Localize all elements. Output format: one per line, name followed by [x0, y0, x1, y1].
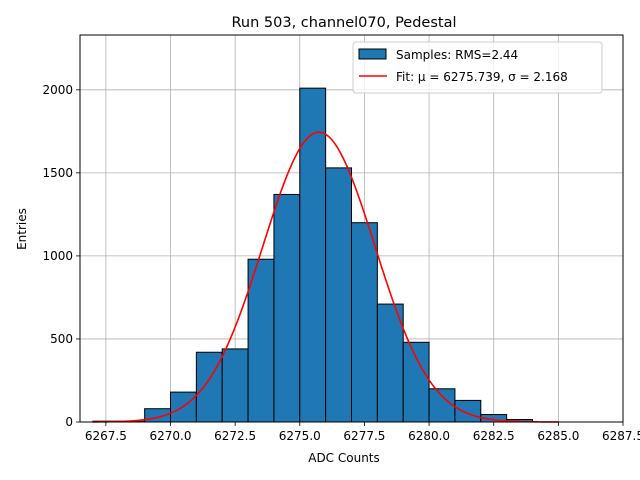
y-axis-label: Entries — [15, 208, 29, 250]
x-tick-label: 6282.5 — [473, 429, 515, 443]
histogram-bar — [273, 193, 301, 423]
y-tick-label: 0 — [65, 415, 73, 429]
histogram-bars — [92, 87, 533, 423]
legend: Samples: RMS=2.44 Fit: μ = 6275.739, σ =… — [352, 41, 603, 94]
histogram-bar — [221, 348, 249, 423]
y-ticks: 0 500 1000 1500 2000 — [42, 83, 80, 429]
chart-title: Run 503, channel070, Pedestal — [231, 15, 456, 31]
legend-swatch-samples — [358, 48, 387, 60]
histogram-bar — [376, 303, 404, 423]
x-ticks: 6267.5 6270.0 6272.5 6275.0 6277.5 6280.0 6282… — [85, 422, 640, 443]
legend-label-samples: Samples: RMS=2.44 — [396, 48, 518, 62]
gaussian-fit-curve — [92, 131, 559, 423]
x-tick-label: 6272.5 — [214, 429, 256, 443]
histogram-bar — [351, 222, 378, 423]
x-axis-label: ADC Counts — [308, 451, 380, 465]
x-tick-label: 6287.5 — [602, 429, 640, 443]
axes-frame — [79, 34, 624, 423]
x-tick-label: 6275.0 — [279, 429, 321, 443]
histogram-bar — [247, 258, 275, 423]
y-tick-label: 1000 — [42, 249, 73, 263]
histogram-bar — [428, 388, 456, 423]
y-tick-label: 2000 — [42, 83, 73, 97]
legend-box — [352, 41, 603, 94]
y-tick-label: 1500 — [42, 166, 73, 180]
legend-label-fit: Fit: μ = 6275.739, σ = 2.168 — [396, 70, 568, 84]
x-tick-label: 6285.0 — [537, 429, 579, 443]
histogram-bar — [454, 399, 482, 423]
x-tick-label: 6280.0 — [408, 429, 450, 443]
x-tick-label: 6267.5 — [85, 429, 127, 443]
histogram-bar — [299, 87, 327, 423]
x-tick-label: 6277.5 — [343, 429, 385, 443]
y-tick-label: 500 — [50, 332, 73, 346]
histogram-bar — [325, 167, 352, 423]
histogram-bar — [402, 341, 430, 423]
x-tick-label: 6270.0 — [150, 429, 192, 443]
fit-curve-layer — [92, 131, 559, 423]
